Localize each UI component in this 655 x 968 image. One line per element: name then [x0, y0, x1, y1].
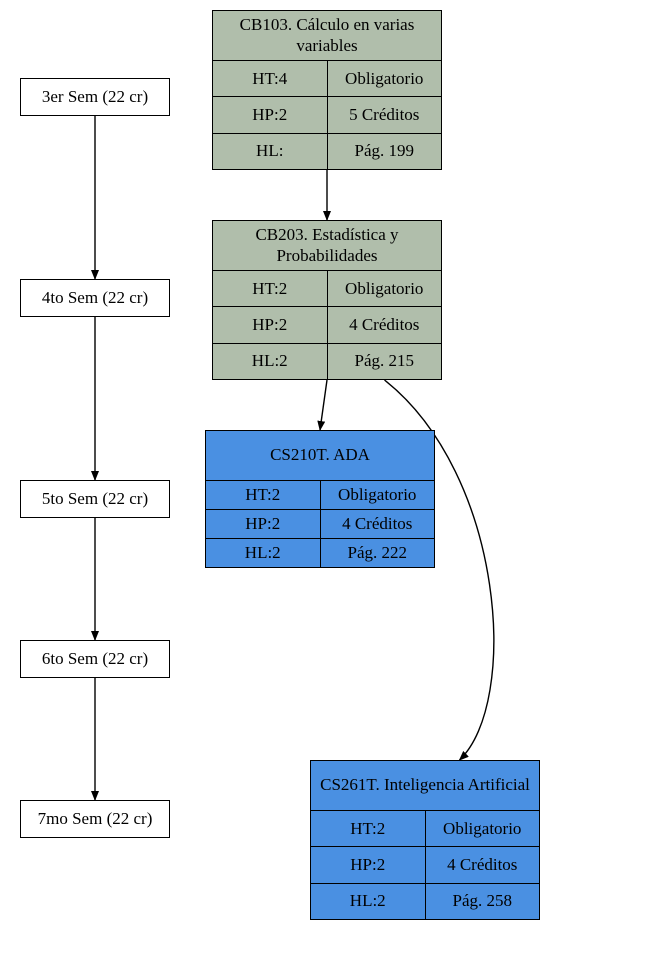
- course-cell-left: HP:2: [206, 510, 321, 539]
- semester-box-sem4: 4to Sem (22 cr): [20, 279, 170, 317]
- semester-box-sem3: 3er Sem (22 cr): [20, 78, 170, 116]
- semester-box-sem6: 6to Sem (22 cr): [20, 640, 170, 678]
- course-cell-left: HL:2: [206, 539, 321, 568]
- course-cell-left: HT:2: [311, 811, 426, 847]
- course-table: CB203. Estadística y ProbabilidadesHT:2O…: [212, 220, 442, 380]
- course-cell-right: Pág. 215: [327, 343, 442, 379]
- course-cell-left: HP:2: [213, 97, 328, 133]
- semester-label: 3er Sem (22 cr): [42, 87, 148, 107]
- course-table: CB103. Cálculo en varias variablesHT:4Ob…: [212, 10, 442, 170]
- course-cell-left: HL:2: [213, 343, 328, 379]
- course-cell-right: Obligatorio: [327, 61, 442, 97]
- course-cell-right: Obligatorio: [327, 271, 442, 307]
- course-cell-left: HT:2: [206, 481, 321, 510]
- course-cell-left: HP:2: [311, 847, 426, 883]
- course-cell-right: Pág. 258: [425, 883, 540, 919]
- course-cell-left: HT:2: [213, 271, 328, 307]
- course-title: CS261T. Inteligencia Artificial: [311, 761, 540, 811]
- diagram-stage: 3er Sem (22 cr) 4to Sem (22 cr) 5to Sem (2…: [0, 0, 655, 968]
- course-cell-left: HL:: [213, 133, 328, 169]
- course-cell-left: HT:4: [213, 61, 328, 97]
- course-cell-right: 5 Créditos: [327, 97, 442, 133]
- course-box-cb203: CB203. Estadística y ProbabilidadesHT:2O…: [212, 220, 442, 380]
- course-cell-left: HP:2: [213, 307, 328, 343]
- course-box-cs210t: CS210T. ADAHT:2ObligatorioHP:24 Créditos…: [205, 430, 435, 568]
- course-table: CS261T. Inteligencia ArtificialHT:2Oblig…: [310, 760, 540, 920]
- course-cell-right: 4 Créditos: [327, 307, 442, 343]
- course-cell-right: Obligatorio: [425, 811, 540, 847]
- course-cell-right: 4 Créditos: [425, 847, 540, 883]
- semester-label: 5to Sem (22 cr): [42, 489, 148, 509]
- semester-label: 4to Sem (22 cr): [42, 288, 148, 308]
- course-cell-left: HL:2: [311, 883, 426, 919]
- semester-box-sem7: 7mo Sem (22 cr): [20, 800, 170, 838]
- course-table: CS210T. ADAHT:2ObligatorioHP:24 Créditos…: [205, 430, 435, 568]
- course-cell-right: Pág. 199: [327, 133, 442, 169]
- course-box-cs261t: CS261T. Inteligencia ArtificialHT:2Oblig…: [310, 760, 540, 920]
- edge-cb203-cs210t: [320, 380, 327, 430]
- course-cell-right: Obligatorio: [320, 481, 435, 510]
- semester-box-sem5: 5to Sem (22 cr): [20, 480, 170, 518]
- course-title: CB203. Estadística y Probabilidades: [213, 221, 442, 271]
- course-box-cb103: CB103. Cálculo en varias variablesHT:4Ob…: [212, 10, 442, 170]
- semester-label: 7mo Sem (22 cr): [38, 809, 153, 829]
- course-title: CB103. Cálculo en varias variables: [213, 11, 442, 61]
- semester-label: 6to Sem (22 cr): [42, 649, 148, 669]
- course-cell-right: 4 Créditos: [320, 510, 435, 539]
- course-cell-right: Pág. 222: [320, 539, 435, 568]
- course-title: CS210T. ADA: [206, 431, 435, 481]
